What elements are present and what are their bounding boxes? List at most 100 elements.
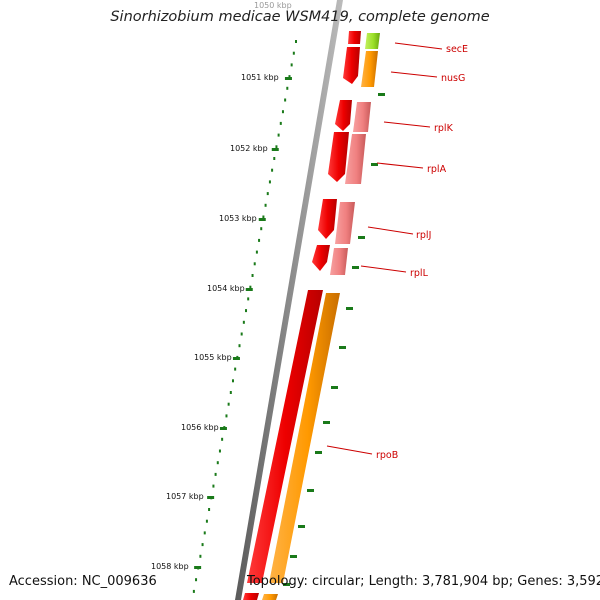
ruler-tick — [284, 77, 292, 80]
ruler-dot — [273, 157, 276, 160]
kbp-ruler — [192, 40, 297, 593]
label-leader-line — [394, 42, 443, 50]
ruler-label: 1052 kbp — [230, 144, 268, 153]
gene-arrow — [318, 199, 337, 239]
ruler-dot — [290, 63, 293, 67]
gene-rplK[interactable] — [335, 100, 371, 132]
ruler-dot — [275, 145, 278, 149]
ruler-dot — [260, 227, 263, 231]
feature-mark — [331, 386, 338, 389]
feature-mark — [339, 346, 346, 349]
gene-label-rplK[interactable]: rplK — [434, 123, 454, 134]
ruler-dot — [242, 320, 245, 324]
feature-mark — [378, 93, 385, 96]
gene-label-rplA[interactable]: rplA — [427, 164, 447, 175]
gene-label-secE[interactable]: secE — [446, 44, 468, 55]
ruler-dot — [205, 519, 208, 523]
ruler-label: 1054 kbp — [207, 284, 245, 293]
ruler-dot — [262, 215, 265, 219]
feature-mark — [346, 307, 353, 310]
ruler-dot — [271, 168, 274, 172]
gene-arrow — [343, 47, 360, 84]
gene-nusG[interactable] — [343, 47, 378, 87]
accession-text: Accession: NC_009636 — [9, 574, 157, 589]
cds-block — [345, 134, 366, 184]
ruler-dot — [214, 472, 217, 476]
ruler-label: 1058 kbp — [151, 562, 189, 571]
ruler-dot — [292, 51, 295, 55]
ruler-dot — [268, 180, 271, 184]
cds-block — [361, 51, 378, 87]
gene-arrow — [335, 100, 352, 131]
feature-mark — [290, 555, 297, 558]
gene-label-rplJ[interactable]: rplJ — [416, 230, 431, 241]
ruler-dot — [281, 110, 284, 114]
gene-arrow — [328, 132, 349, 182]
ruler-tick — [258, 218, 266, 221]
cds-block — [330, 248, 348, 275]
ruler-dot — [231, 379, 234, 383]
ruler-dot — [245, 309, 248, 313]
feature-mark — [352, 266, 359, 269]
gene-labels: secE nusG rplK rplA rplJ rplL rpoB — [326, 42, 468, 461]
cds-block — [269, 293, 340, 583]
ruler-dot — [234, 367, 237, 371]
gene-secE[interactable] — [348, 31, 380, 49]
feature-mark — [358, 236, 365, 239]
ruler-dot — [227, 402, 230, 406]
gene-rpoB[interactable] — [243, 290, 340, 600]
ruler-dot — [247, 297, 250, 301]
ruler-dot — [240, 332, 243, 336]
ruler-dot — [201, 543, 204, 547]
ruler-dot — [258, 238, 261, 242]
feature-mark — [283, 583, 290, 586]
ruler-dot — [288, 75, 291, 79]
gene-label-nusG[interactable]: nusG — [441, 73, 465, 84]
label-leader-line — [383, 121, 431, 128]
ruler-dot — [195, 578, 198, 582]
topology-text: Topology: circular; Length: 3,781,904 bp… — [247, 574, 600, 589]
cds-block-tail — [262, 594, 278, 600]
ruler-dot — [218, 449, 221, 453]
ruler-dot — [255, 250, 258, 254]
label-leader-line — [326, 445, 373, 455]
feature-mark — [315, 451, 322, 454]
gene-rplA[interactable] — [328, 132, 366, 184]
ruler-dot — [225, 414, 228, 418]
gene-label-rpoB[interactable]: rpoB — [376, 450, 398, 461]
gene-features — [243, 31, 380, 600]
gene-rplJ[interactable] — [318, 199, 355, 244]
ruler-dot — [216, 461, 219, 465]
gene-arrow-tail — [243, 593, 259, 600]
ruler-dot — [199, 554, 202, 558]
ruler-dot — [251, 274, 254, 277]
feature-mark — [371, 163, 378, 166]
ruler-dot — [284, 98, 287, 102]
ruler-label: 1051 kbp — [241, 73, 279, 82]
ruler-tick-labels: 1050 kbp 1051 kbp 1052 kbp 1053 kbp 1054… — [151, 1, 292, 571]
ruler-tick — [232, 357, 240, 360]
label-leader-line — [390, 71, 438, 78]
ruler-label: 1056 kbp — [181, 423, 219, 432]
feature-marks — [283, 93, 385, 586]
ruler-dot — [238, 344, 241, 348]
gene-rplL[interactable] — [312, 245, 348, 275]
cds-block — [335, 202, 355, 244]
ruler-tick — [245, 288, 253, 291]
gene-arrow — [348, 31, 361, 44]
ruler-dot — [212, 484, 215, 488]
ruler-dot — [295, 40, 297, 43]
gene-label-rplL[interactable]: rplL — [410, 268, 429, 279]
ruler-dot — [266, 192, 269, 196]
ruler-dot — [229, 391, 232, 394]
gene-arrow — [247, 290, 323, 583]
ruler-label: 1057 kbp — [166, 492, 204, 501]
ruler-dot — [208, 508, 211, 511]
ruler-dot — [277, 133, 280, 137]
ruler-top-label: 1050 kbp — [254, 1, 292, 10]
ruler-dot — [286, 86, 289, 90]
feature-mark — [307, 489, 314, 492]
ruler-tick — [207, 496, 215, 499]
ruler-tick — [194, 566, 202, 569]
